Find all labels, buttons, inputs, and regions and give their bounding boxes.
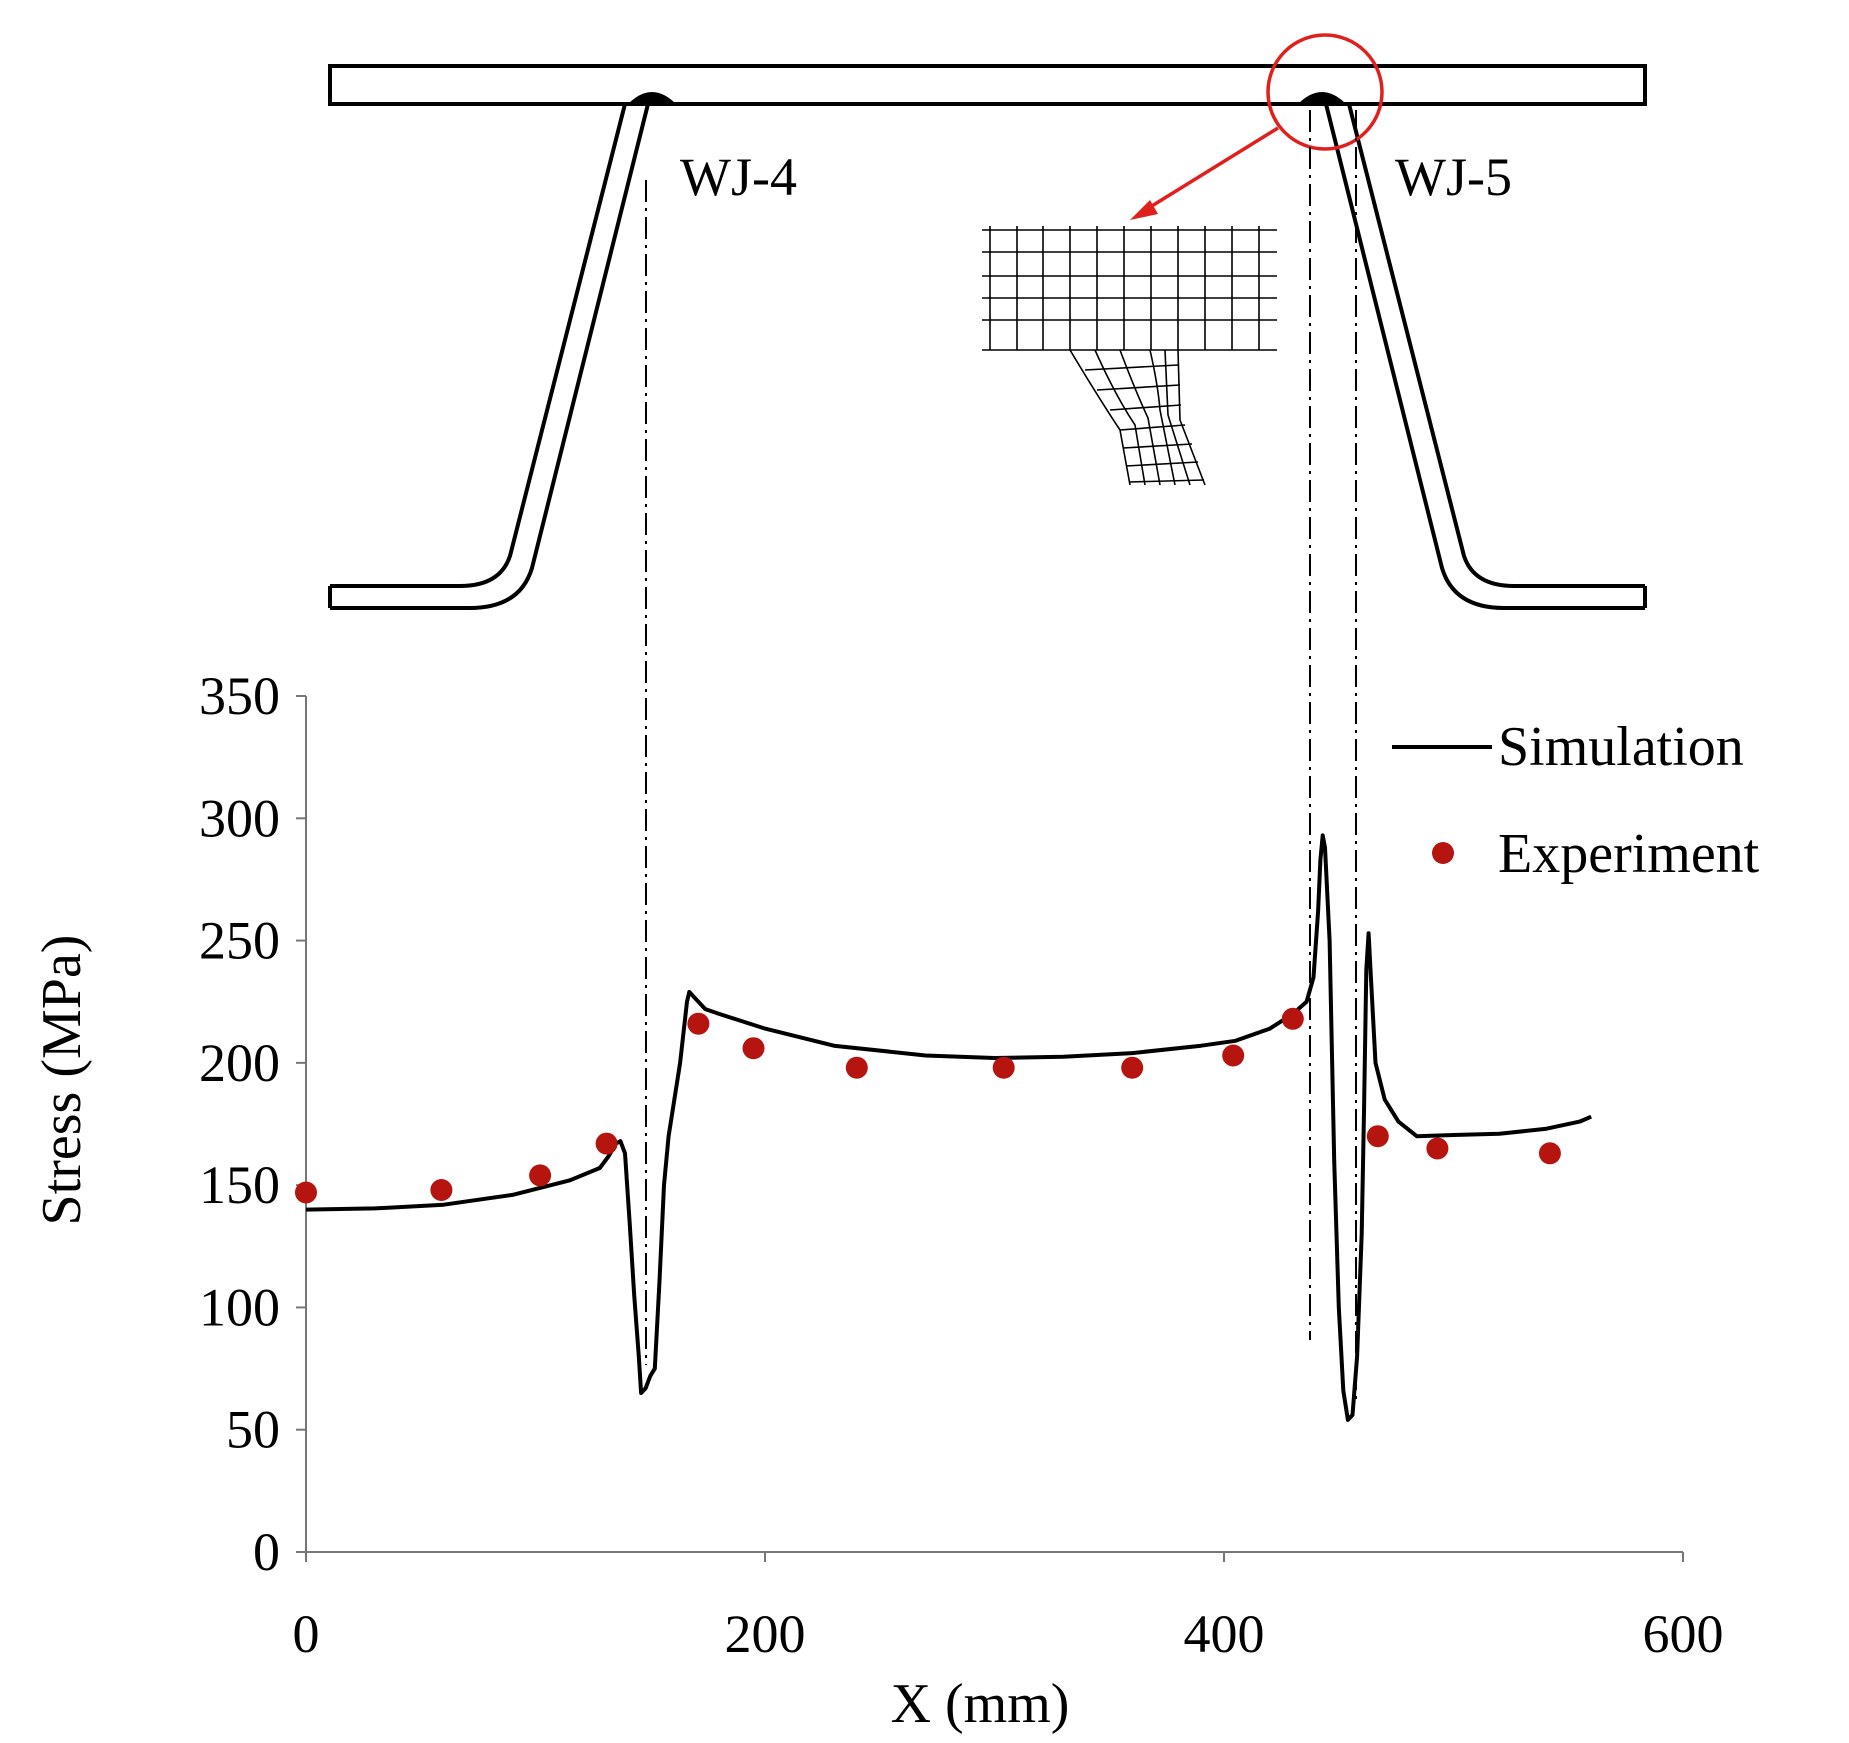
y-tick-label: 250 bbox=[199, 911, 280, 971]
projection-lines bbox=[645, 110, 1357, 1400]
experiment-point bbox=[295, 1181, 317, 1204]
y-tick-label: 150 bbox=[199, 1155, 280, 1215]
hat-section-inner bbox=[330, 103, 1645, 610]
experiment-point bbox=[742, 1037, 765, 1060]
label-wj5: WJ-5 bbox=[1395, 147, 1512, 207]
highlight-circle bbox=[1266, 33, 1384, 151]
x-tick-label: 200 bbox=[725, 1604, 806, 1664]
experiment-series bbox=[295, 1007, 1561, 1204]
structure-diagram: WJ-4 WJ-5 bbox=[328, 33, 1647, 610]
experiment-point bbox=[1222, 1044, 1245, 1067]
experiment-point bbox=[1426, 1137, 1449, 1160]
experiment-point bbox=[845, 1056, 868, 1079]
experiment-point bbox=[687, 1012, 710, 1035]
weld-bead-right bbox=[1298, 92, 1346, 104]
hat-section-outer bbox=[330, 103, 1645, 588]
y-tick-label: 200 bbox=[199, 1033, 280, 1093]
experiment-point bbox=[1366, 1125, 1389, 1148]
experiment-point bbox=[430, 1179, 453, 1201]
y-tick-label: 100 bbox=[199, 1277, 280, 1337]
simulation-line bbox=[305, 833, 1592, 1422]
experiment-point bbox=[992, 1056, 1015, 1079]
legend-experiment-label: Experiment bbox=[1498, 823, 1760, 885]
label-wj4: WJ-4 bbox=[680, 147, 797, 207]
chart-axes bbox=[296, 695, 1684, 1562]
experiment-point bbox=[1121, 1056, 1144, 1079]
legend-simulation-label: Simulation bbox=[1498, 716, 1744, 778]
top-plate bbox=[328, 64, 1647, 106]
legend-experiment-swatch bbox=[1432, 842, 1454, 864]
experiment-point bbox=[529, 1164, 552, 1187]
x-tick-label: 600 bbox=[1643, 1604, 1724, 1664]
x-tick-label: 0 bbox=[293, 1604, 320, 1664]
experiment-point bbox=[595, 1132, 618, 1155]
x-axis-label: X (mm) bbox=[891, 1673, 1070, 1735]
y-tick-label: 50 bbox=[226, 1400, 280, 1460]
experiment-point bbox=[1538, 1142, 1561, 1165]
experiment-point bbox=[1281, 1007, 1304, 1030]
y-tick-label: 350 bbox=[199, 666, 280, 726]
legend: Simulation Experiment bbox=[1392, 716, 1760, 885]
x-tick-label: 400 bbox=[1184, 1604, 1265, 1664]
simulation-series bbox=[305, 833, 1592, 1422]
chart-tick-labels: 0 50 100 150 200 250 300 350 0 200 400 600 bbox=[199, 666, 1724, 1664]
highlight-arrow-shaft bbox=[1141, 126, 1279, 214]
mesh-detail bbox=[982, 226, 1277, 486]
y-axis-label: Stress (MPa) bbox=[31, 935, 93, 1226]
chart: 0 50 100 150 200 250 300 350 0 200 400 600 X (mm) S… bbox=[31, 110, 1760, 1735]
y-tick-label: 300 bbox=[199, 788, 280, 848]
highlight-arrow-head bbox=[1130, 200, 1158, 220]
y-tick-label: 0 bbox=[253, 1522, 280, 1582]
weld-bead-left bbox=[628, 92, 676, 104]
